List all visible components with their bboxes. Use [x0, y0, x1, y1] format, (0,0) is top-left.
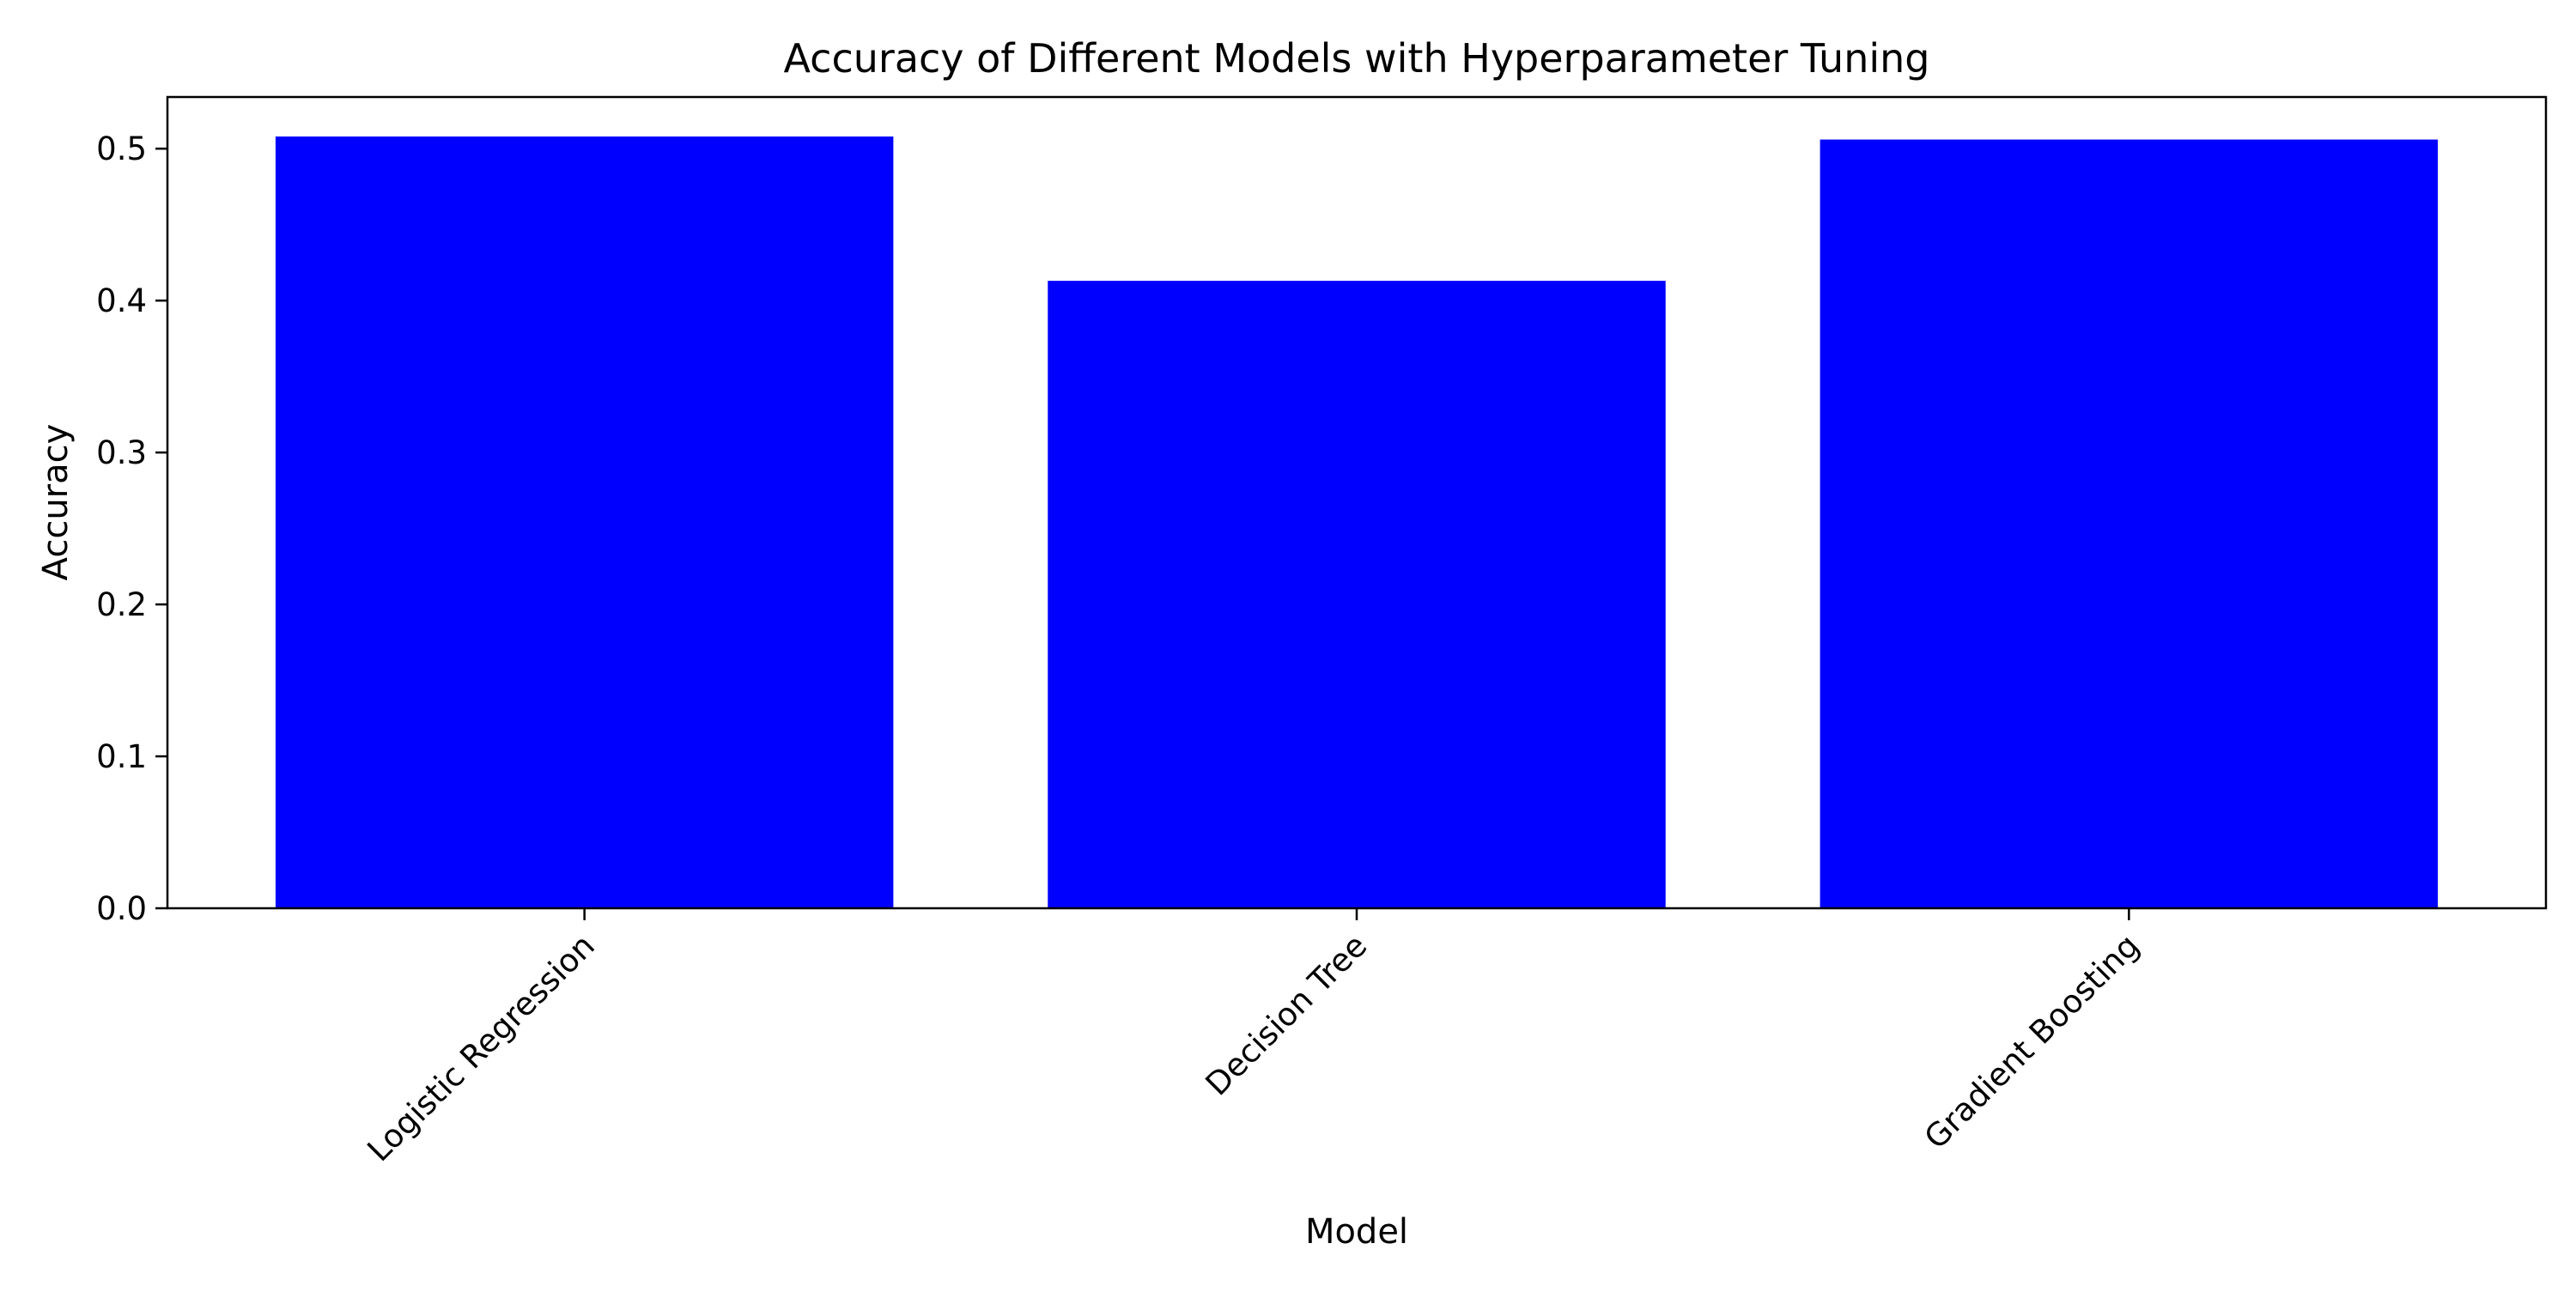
y-tick-label: 0.2: [96, 586, 147, 623]
chart-title: Accuracy of Different Models with Hyperp…: [784, 35, 1930, 82]
y-tick-label: 0.0: [96, 890, 147, 927]
plot-area: [275, 136, 2439, 909]
bar-logistic-regression: [275, 136, 894, 908]
y-axis: 0.0 0.1 0.2 0.3 0.4 0.5: [96, 130, 167, 927]
x-axis-label: Model: [1305, 1212, 1408, 1252]
y-axis-label: Accuracy: [36, 424, 76, 581]
y-tick-label: 0.4: [96, 282, 147, 319]
y-tick-label: 0.5: [96, 130, 147, 167]
bar-decision-tree: [1048, 281, 1666, 908]
y-tick-label: 0.3: [96, 434, 147, 471]
y-tick-label: 0.1: [96, 738, 147, 775]
bar-gradient-boosting: [1820, 139, 2439, 909]
